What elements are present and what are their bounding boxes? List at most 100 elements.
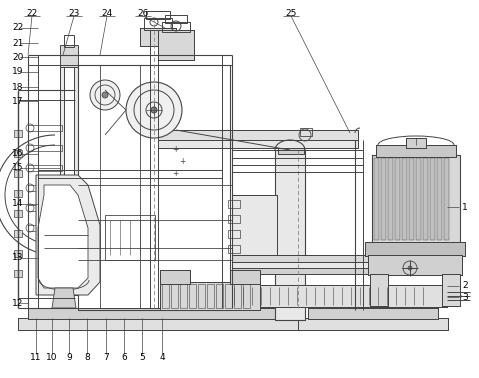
Bar [60, 45, 78, 67]
Bar [308, 308, 438, 319]
Bar [64, 65, 74, 295]
Bar [374, 158, 379, 240]
Text: 3: 3 [462, 293, 468, 302]
Text: 8: 8 [84, 353, 90, 361]
Bar [365, 242, 465, 256]
Text: 9: 9 [66, 353, 72, 361]
Bar [140, 28, 176, 46]
Text: +: + [179, 158, 185, 166]
Bar [28, 308, 288, 319]
Bar [409, 158, 414, 240]
Bar [416, 158, 421, 240]
Bar [365, 242, 465, 256]
Bar [228, 200, 240, 208]
Bar [368, 255, 462, 275]
Bar [78, 65, 230, 310]
Polygon shape [52, 288, 76, 308]
Text: 15: 15 [12, 164, 23, 172]
Text: +: + [172, 169, 178, 178]
Text: 11: 11 [30, 353, 42, 361]
Text: 1: 1 [462, 203, 468, 212]
Bar [368, 255, 462, 275]
Bar [370, 274, 388, 306]
Bar [146, 11, 170, 19]
Bar [230, 270, 260, 284]
Bar [158, 140, 358, 148]
Bar [28, 225, 62, 231]
Bar [381, 158, 386, 240]
Bar [232, 255, 377, 267]
Bar [14, 270, 22, 277]
Bar [442, 274, 460, 306]
Bar [28, 165, 62, 171]
Bar [18, 318, 298, 330]
Bar [234, 284, 241, 308]
Bar [14, 130, 22, 137]
Bar [28, 308, 288, 319]
Text: 7: 7 [103, 353, 109, 361]
Bar [232, 268, 377, 274]
Bar [140, 28, 176, 46]
Bar [232, 195, 277, 255]
Circle shape [90, 80, 120, 110]
Polygon shape [36, 175, 100, 295]
Bar [28, 205, 62, 211]
Bar [158, 30, 194, 60]
Text: 17: 17 [12, 96, 23, 105]
Circle shape [408, 266, 412, 270]
Text: 22: 22 [26, 8, 38, 17]
Text: 13: 13 [12, 254, 23, 262]
Text: 5: 5 [139, 353, 145, 361]
Bar [388, 158, 393, 240]
Bar [232, 268, 377, 274]
Text: 22: 22 [12, 23, 23, 33]
Bar [230, 270, 260, 284]
Bar [189, 284, 196, 308]
Bar [232, 195, 277, 255]
Text: 14: 14 [12, 200, 23, 209]
Bar [14, 210, 22, 217]
Bar [300, 128, 312, 136]
Bar [14, 170, 22, 177]
Bar [372, 155, 460, 243]
Bar [437, 158, 442, 240]
Bar [160, 270, 190, 284]
Bar [402, 158, 407, 240]
Bar [18, 318, 298, 330]
Bar [144, 18, 172, 30]
Text: 6: 6 [121, 353, 127, 361]
Circle shape [126, 82, 182, 138]
Bar [171, 284, 178, 308]
Bar [160, 282, 260, 310]
Bar [64, 35, 74, 47]
Bar [207, 284, 214, 308]
Bar [243, 284, 250, 308]
Bar [158, 130, 358, 140]
Text: 10: 10 [46, 353, 58, 361]
Bar [228, 215, 240, 223]
Circle shape [151, 107, 157, 113]
Text: 25: 25 [285, 8, 297, 17]
Bar [232, 285, 447, 307]
Bar [376, 145, 456, 157]
Bar [395, 158, 400, 240]
Bar [406, 138, 426, 148]
Text: 19: 19 [12, 68, 23, 76]
Text: 2: 2 [462, 282, 468, 291]
Text: 21: 21 [12, 39, 23, 48]
Text: 20: 20 [12, 53, 23, 62]
Bar [60, 65, 78, 295]
Circle shape [102, 92, 108, 98]
Bar [275, 150, 305, 320]
Text: 16: 16 [12, 150, 23, 158]
Bar [28, 125, 62, 131]
Bar [298, 318, 448, 330]
Bar [298, 318, 448, 330]
Text: 4: 4 [159, 353, 165, 361]
Text: +: + [172, 146, 178, 155]
Text: 24: 24 [102, 8, 113, 17]
Bar [216, 284, 223, 308]
Bar [14, 150, 22, 157]
Bar [14, 250, 22, 257]
Bar [423, 158, 428, 240]
